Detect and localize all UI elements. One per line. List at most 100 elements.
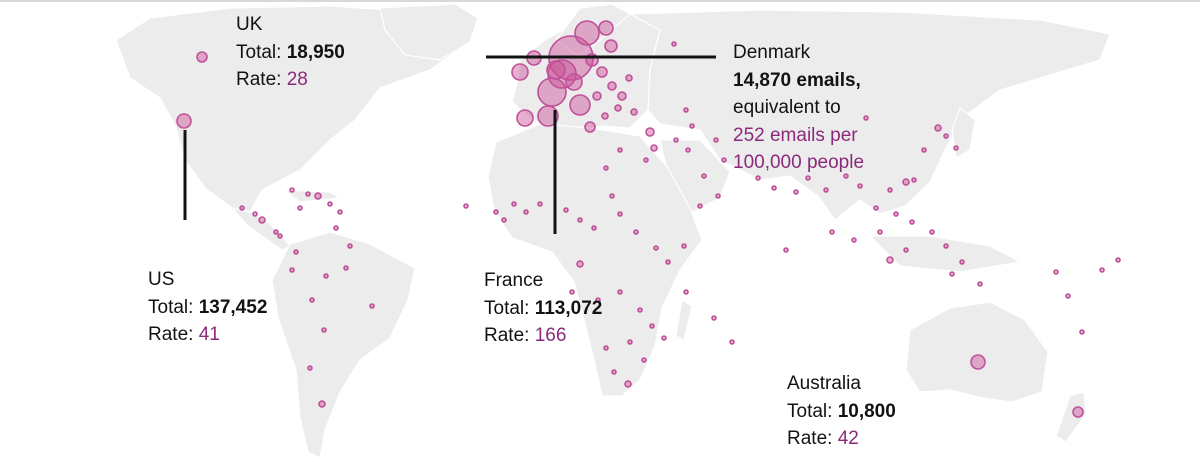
country-bubble bbox=[793, 189, 799, 195]
denmark-rate-line-1: 252 emails per bbox=[733, 124, 858, 146]
country-bubble bbox=[617, 147, 623, 153]
country-bubble bbox=[637, 307, 643, 313]
country-bubble bbox=[611, 369, 617, 375]
country-bubble bbox=[576, 260, 584, 268]
country-bubble bbox=[873, 205, 879, 211]
us-country-label: US bbox=[148, 269, 175, 290]
country-bubble bbox=[493, 209, 499, 215]
australia-annotation: Australia Total: 10,800 Rate: 42 bbox=[787, 370, 896, 453]
landmass-japan bbox=[951, 107, 976, 159]
country-bubble bbox=[1065, 293, 1071, 299]
country-bubble bbox=[463, 203, 469, 209]
country-bubble bbox=[909, 219, 915, 225]
country-bubble bbox=[683, 107, 689, 113]
country-bubble bbox=[977, 281, 983, 287]
country-bubble bbox=[297, 205, 303, 211]
landmass-greenland bbox=[379, 3, 479, 61]
country-bubble bbox=[321, 327, 327, 333]
country-bubble bbox=[903, 247, 909, 253]
country-bubble bbox=[887, 187, 893, 193]
country-bubble bbox=[959, 259, 965, 265]
country-bubble bbox=[603, 165, 609, 171]
australia-rate-value: 42 bbox=[837, 428, 859, 449]
country-bubble bbox=[537, 105, 559, 127]
france-rate-value: 166 bbox=[534, 325, 567, 346]
country-bubble bbox=[953, 145, 959, 151]
country-bubble bbox=[592, 91, 602, 101]
country-bubble bbox=[617, 91, 627, 101]
country-bubble bbox=[584, 121, 596, 133]
country-bubble bbox=[711, 315, 717, 321]
country-bubble bbox=[196, 51, 208, 63]
country-bubble bbox=[943, 243, 949, 249]
country-bubble bbox=[673, 137, 679, 143]
country-bubble bbox=[603, 345, 609, 351]
country-bubble bbox=[934, 124, 942, 132]
country-bubble bbox=[943, 133, 949, 139]
country-bubble bbox=[641, 357, 647, 363]
country-bubble bbox=[701, 173, 707, 179]
country-bubble bbox=[305, 191, 311, 197]
country-bubble bbox=[591, 225, 597, 231]
country-bubble bbox=[627, 339, 633, 345]
country-bubble bbox=[318, 400, 326, 408]
landmass-new-zealand bbox=[1055, 391, 1087, 443]
landmass-africa bbox=[487, 123, 703, 397]
denmark-country-label: Denmark bbox=[733, 42, 811, 63]
country-bubble bbox=[511, 63, 529, 81]
country-bubble bbox=[289, 267, 295, 273]
country-bubble bbox=[293, 249, 299, 255]
us-rate-line: Rate: 41 bbox=[148, 321, 267, 349]
annotation-leader-lines bbox=[183, 55, 716, 234]
country-bubble bbox=[574, 20, 600, 46]
country-bubble bbox=[601, 112, 609, 120]
country-bubble bbox=[771, 185, 777, 191]
country-bubble bbox=[755, 175, 761, 181]
country-bubble bbox=[949, 271, 955, 277]
country-bubble bbox=[681, 243, 687, 249]
country-bubble bbox=[369, 303, 375, 309]
country-bubble bbox=[176, 113, 192, 129]
country-bubble bbox=[239, 205, 245, 211]
country-bubble bbox=[685, 147, 691, 153]
country-bubble bbox=[624, 380, 632, 388]
email-bubbles bbox=[176, 20, 1121, 418]
country-bubble bbox=[689, 123, 695, 129]
france-rate-label: Rate: bbox=[484, 325, 530, 346]
country-bubble bbox=[877, 229, 883, 235]
country-bubble bbox=[273, 229, 279, 235]
country-bubble bbox=[645, 127, 655, 137]
country-bubble bbox=[721, 157, 727, 163]
france-total-label: Total: bbox=[484, 297, 530, 319]
france-country-label: France bbox=[484, 270, 544, 291]
denmark-rate-line-2: 100,000 people bbox=[733, 152, 865, 173]
country-bubble bbox=[523, 209, 529, 215]
landmass-caribbean bbox=[282, 189, 342, 203]
country-bubble bbox=[617, 211, 623, 217]
country-bubble bbox=[347, 243, 353, 249]
country-bubble bbox=[277, 233, 283, 239]
us-total-line: Total: 137,452 bbox=[148, 294, 267, 322]
uk-annotation: UK Total: 18,950 Rate: 28 bbox=[236, 11, 345, 94]
country-bubble bbox=[617, 289, 623, 295]
country-bubble bbox=[857, 183, 863, 189]
country-bubble bbox=[327, 201, 333, 207]
denmark-annotation: Denmark 14,870 emails, equivalent to 252… bbox=[733, 39, 864, 177]
france-rate-line: Rate: 166 bbox=[484, 322, 602, 350]
denmark-emails-value: 14,870 emails, bbox=[733, 69, 861, 91]
country-bubble bbox=[501, 217, 507, 223]
country-bubble bbox=[729, 339, 735, 345]
country-bubble bbox=[343, 265, 349, 271]
uk-rate-line: Rate: 28 bbox=[236, 66, 345, 94]
australia-country-label: Australia bbox=[787, 373, 861, 394]
country-bubble bbox=[805, 175, 811, 181]
country-bubble bbox=[863, 115, 869, 121]
country-bubble bbox=[970, 354, 986, 370]
country-bubble bbox=[1099, 267, 1105, 273]
country-bubble bbox=[609, 193, 615, 199]
country-bubble bbox=[1079, 329, 1085, 335]
australia-rate-label: Rate: bbox=[787, 428, 833, 449]
landmass-madagascar bbox=[675, 299, 693, 341]
country-bubble bbox=[650, 144, 658, 152]
country-bubble bbox=[577, 217, 583, 223]
